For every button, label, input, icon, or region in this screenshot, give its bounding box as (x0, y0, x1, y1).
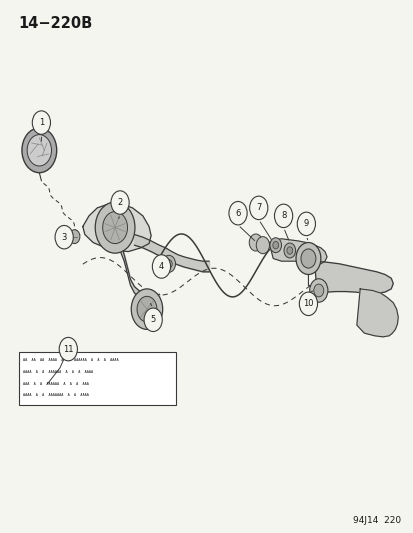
Circle shape (249, 234, 262, 251)
Text: 6: 6 (235, 209, 240, 217)
Circle shape (95, 202, 135, 253)
Text: 14−220B: 14−220B (19, 16, 93, 31)
Circle shape (286, 247, 292, 254)
Text: 4: 4 (159, 262, 164, 271)
Text: 11: 11 (63, 345, 74, 353)
Text: AAAA  A  A  AAAAAA  A  A  A  AAAA: AAAA A A AAAAAA A A A AAAA (23, 370, 93, 374)
Text: 3: 3 (62, 233, 66, 241)
Polygon shape (83, 204, 151, 252)
Text: 2: 2 (117, 198, 122, 207)
Text: 7: 7 (256, 204, 261, 212)
Circle shape (272, 241, 278, 249)
FancyBboxPatch shape (19, 352, 176, 405)
Text: 10: 10 (302, 300, 313, 308)
Circle shape (228, 201, 247, 225)
Circle shape (102, 212, 127, 244)
Circle shape (111, 191, 129, 214)
Circle shape (299, 292, 317, 316)
Circle shape (32, 111, 50, 134)
Circle shape (297, 212, 315, 236)
Circle shape (165, 260, 172, 268)
Text: 5: 5 (150, 316, 155, 324)
Circle shape (256, 237, 269, 254)
Circle shape (59, 337, 77, 361)
Circle shape (309, 279, 327, 302)
Text: 1: 1 (39, 118, 44, 127)
Circle shape (283, 243, 295, 258)
Circle shape (22, 128, 57, 173)
Circle shape (162, 255, 175, 272)
Polygon shape (268, 239, 326, 264)
Text: AAA  A  A  AAAAAA  A  A  A  AAA: AAA A A AAAAAA A A A AAA (23, 382, 88, 386)
Polygon shape (356, 289, 397, 337)
Circle shape (131, 289, 162, 329)
Circle shape (137, 296, 157, 322)
Circle shape (269, 238, 281, 253)
Circle shape (27, 135, 51, 166)
Circle shape (313, 284, 323, 297)
Circle shape (300, 249, 315, 268)
Text: 9: 9 (303, 220, 308, 228)
Text: 94J14  220: 94J14 220 (353, 516, 401, 525)
Text: AA  AA  AA  AAAA  A  A  AAAAAA  A  A  A  AAAA: AA AA AA AAAA A A AAAAAA A A A AAAA (23, 358, 118, 362)
Circle shape (295, 243, 320, 274)
Circle shape (274, 204, 292, 228)
Circle shape (152, 255, 170, 278)
Circle shape (144, 308, 162, 332)
Circle shape (69, 230, 80, 244)
Circle shape (249, 196, 267, 220)
Circle shape (55, 225, 73, 249)
Text: AAAA  A  A  AAAAAAA  A  A  AAAA: AAAA A A AAAAAAA A A AAAA (23, 393, 88, 398)
Text: 8: 8 (280, 212, 285, 220)
Polygon shape (314, 261, 392, 293)
